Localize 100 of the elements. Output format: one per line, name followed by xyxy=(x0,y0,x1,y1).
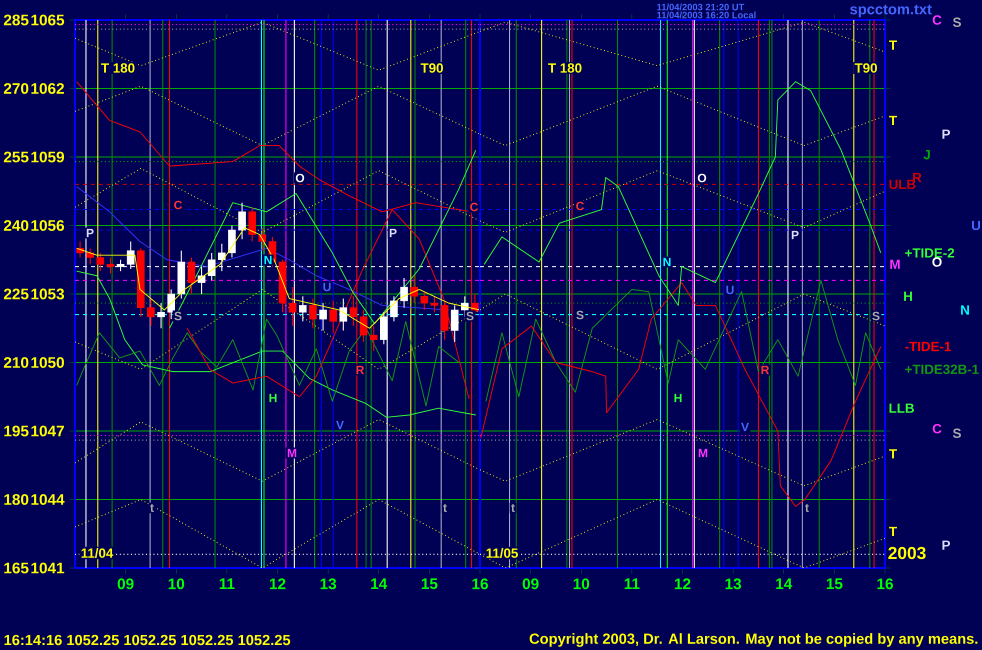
x-tick-label: 10 xyxy=(574,578,590,590)
annotation: V xyxy=(336,420,344,430)
y-tick-label: 1050 xyxy=(31,357,64,368)
text: P xyxy=(942,540,950,550)
text: R xyxy=(913,172,922,182)
y2-tick-label: 210 xyxy=(4,357,28,368)
annotation: T 180 xyxy=(101,63,134,73)
annotation: H xyxy=(269,394,277,402)
annotation: t xyxy=(443,504,447,512)
annotation: T90 xyxy=(854,63,877,73)
text: LLB xyxy=(890,404,914,413)
candlestick xyxy=(208,252,216,281)
annotation: t xyxy=(805,504,809,512)
candlestick xyxy=(420,291,428,311)
annotation: 11/04 xyxy=(82,548,114,558)
text: T xyxy=(889,449,897,458)
candlestick xyxy=(400,277,408,308)
annotation: R xyxy=(761,366,770,374)
annotation: U xyxy=(726,286,734,294)
x-tick-label: 12 xyxy=(270,578,286,590)
x-tick-label: 11 xyxy=(220,578,235,589)
candlestick xyxy=(309,298,317,329)
text: 11/04/2003 16:20 Local xyxy=(657,12,756,18)
x-tick-label: 16 xyxy=(472,578,488,590)
y2-tick-label: 270 xyxy=(4,83,28,94)
series-label: +TIDE32B-1 xyxy=(905,364,979,374)
y-tick-label: 1044 xyxy=(31,494,65,505)
y-tick-label: 1056 xyxy=(31,220,64,231)
annotation: 11/05 xyxy=(486,548,518,558)
text: O xyxy=(932,257,942,267)
annotation: V xyxy=(741,422,749,432)
text: H xyxy=(904,292,912,301)
text: U xyxy=(972,220,980,230)
annotation: R xyxy=(356,366,364,374)
annotation: P xyxy=(390,228,397,238)
annotation: t xyxy=(511,504,515,512)
text: spcctom.txt xyxy=(850,4,932,18)
annotation: P xyxy=(792,230,799,240)
annotation: T90 xyxy=(420,63,443,73)
annotation: t xyxy=(150,504,154,512)
x-tick-label: 12 xyxy=(674,578,690,590)
text: 11/04/2003 21:20 UT xyxy=(657,4,744,10)
y-tick-label: 1041 xyxy=(31,562,64,574)
x-tick-label: 11 xyxy=(624,578,640,589)
text: Copyright 2003, Dr. Al Larson. May not be copied by any means. xyxy=(530,633,978,647)
y-tick-label: 1053 xyxy=(31,288,64,300)
y-tick-label: 1059 xyxy=(31,152,64,162)
annotation: O xyxy=(698,174,706,182)
x-tick-label: 09 xyxy=(118,578,134,590)
candlestick xyxy=(430,296,438,313)
annotation: O xyxy=(296,174,304,182)
candlestick xyxy=(248,206,256,242)
series-label: -TIDE-1 xyxy=(905,342,951,352)
candlestick xyxy=(319,302,327,332)
candlestick xyxy=(450,304,458,342)
text: T xyxy=(889,40,897,50)
y-tick-label: 1047 xyxy=(31,426,64,436)
y-tick-label: 1062 xyxy=(31,83,64,94)
text: S xyxy=(952,18,961,27)
candlestick xyxy=(370,325,378,352)
text: T xyxy=(889,526,897,536)
text: N xyxy=(961,305,969,315)
candlestick xyxy=(96,252,104,272)
candlestick xyxy=(329,300,337,334)
annotation: S xyxy=(872,312,880,320)
candlestick xyxy=(360,309,368,342)
annotation: C xyxy=(174,200,182,210)
x-tick-label: 14 xyxy=(371,578,388,589)
annotation: T 180 xyxy=(548,63,582,73)
annotation: C xyxy=(470,202,478,212)
text: S xyxy=(952,428,961,438)
annotation: U xyxy=(323,282,331,292)
text: 2003 xyxy=(888,546,926,560)
candlestick xyxy=(390,296,398,322)
annotation: P xyxy=(86,228,94,238)
candlestick xyxy=(167,288,175,320)
text: 16:14:16 1052.25 1052.25 1052.25 1052.25 xyxy=(4,634,290,646)
text: C xyxy=(932,15,942,25)
ref-line-label: ULB xyxy=(889,180,916,190)
annotation: N xyxy=(264,256,272,264)
annotation: C xyxy=(576,202,584,210)
y2-tick-label: 285 xyxy=(4,14,29,26)
y2-tick-label: 180 xyxy=(4,494,28,505)
candlestick xyxy=(188,256,196,295)
candlestick xyxy=(106,256,114,274)
y2-tick-label: 225 xyxy=(4,288,29,300)
y-tick-label: 1065 xyxy=(31,14,64,26)
text: C xyxy=(932,424,942,434)
annotation: N xyxy=(663,258,671,266)
text: M xyxy=(890,260,900,269)
x-tick-label: 16 xyxy=(877,578,893,590)
x-tick-label: 13 xyxy=(726,578,742,590)
x-tick-label: 13 xyxy=(320,578,336,590)
candlestick xyxy=(157,302,165,329)
candlestick xyxy=(228,224,236,258)
x-tick-label: 10 xyxy=(168,578,184,590)
x-tick-label: 15 xyxy=(422,578,438,590)
y2-tick-label: 240 xyxy=(4,220,28,231)
y2-tick-label: 165 xyxy=(4,562,29,574)
text: T xyxy=(889,116,897,126)
